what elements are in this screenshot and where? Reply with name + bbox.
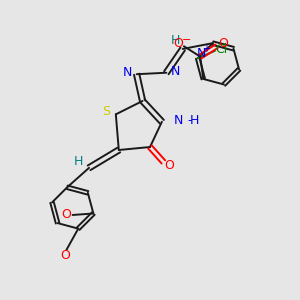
Text: S: S: [102, 105, 110, 118]
Text: O: O: [62, 208, 72, 220]
Text: N: N: [171, 65, 180, 78]
Text: H: H: [74, 155, 83, 168]
Text: H: H: [190, 114, 199, 127]
Text: O: O: [174, 38, 184, 50]
Text: +: +: [202, 44, 210, 54]
Text: H: H: [171, 34, 180, 47]
Text: N: N: [197, 47, 206, 60]
Text: N: N: [173, 114, 183, 127]
Text: O: O: [218, 38, 228, 50]
Text: O: O: [60, 250, 70, 262]
Text: -: -: [187, 114, 192, 127]
Text: −: −: [182, 35, 192, 45]
Text: O: O: [164, 159, 174, 172]
Text: Cl: Cl: [215, 43, 228, 56]
Text: N: N: [123, 66, 132, 79]
